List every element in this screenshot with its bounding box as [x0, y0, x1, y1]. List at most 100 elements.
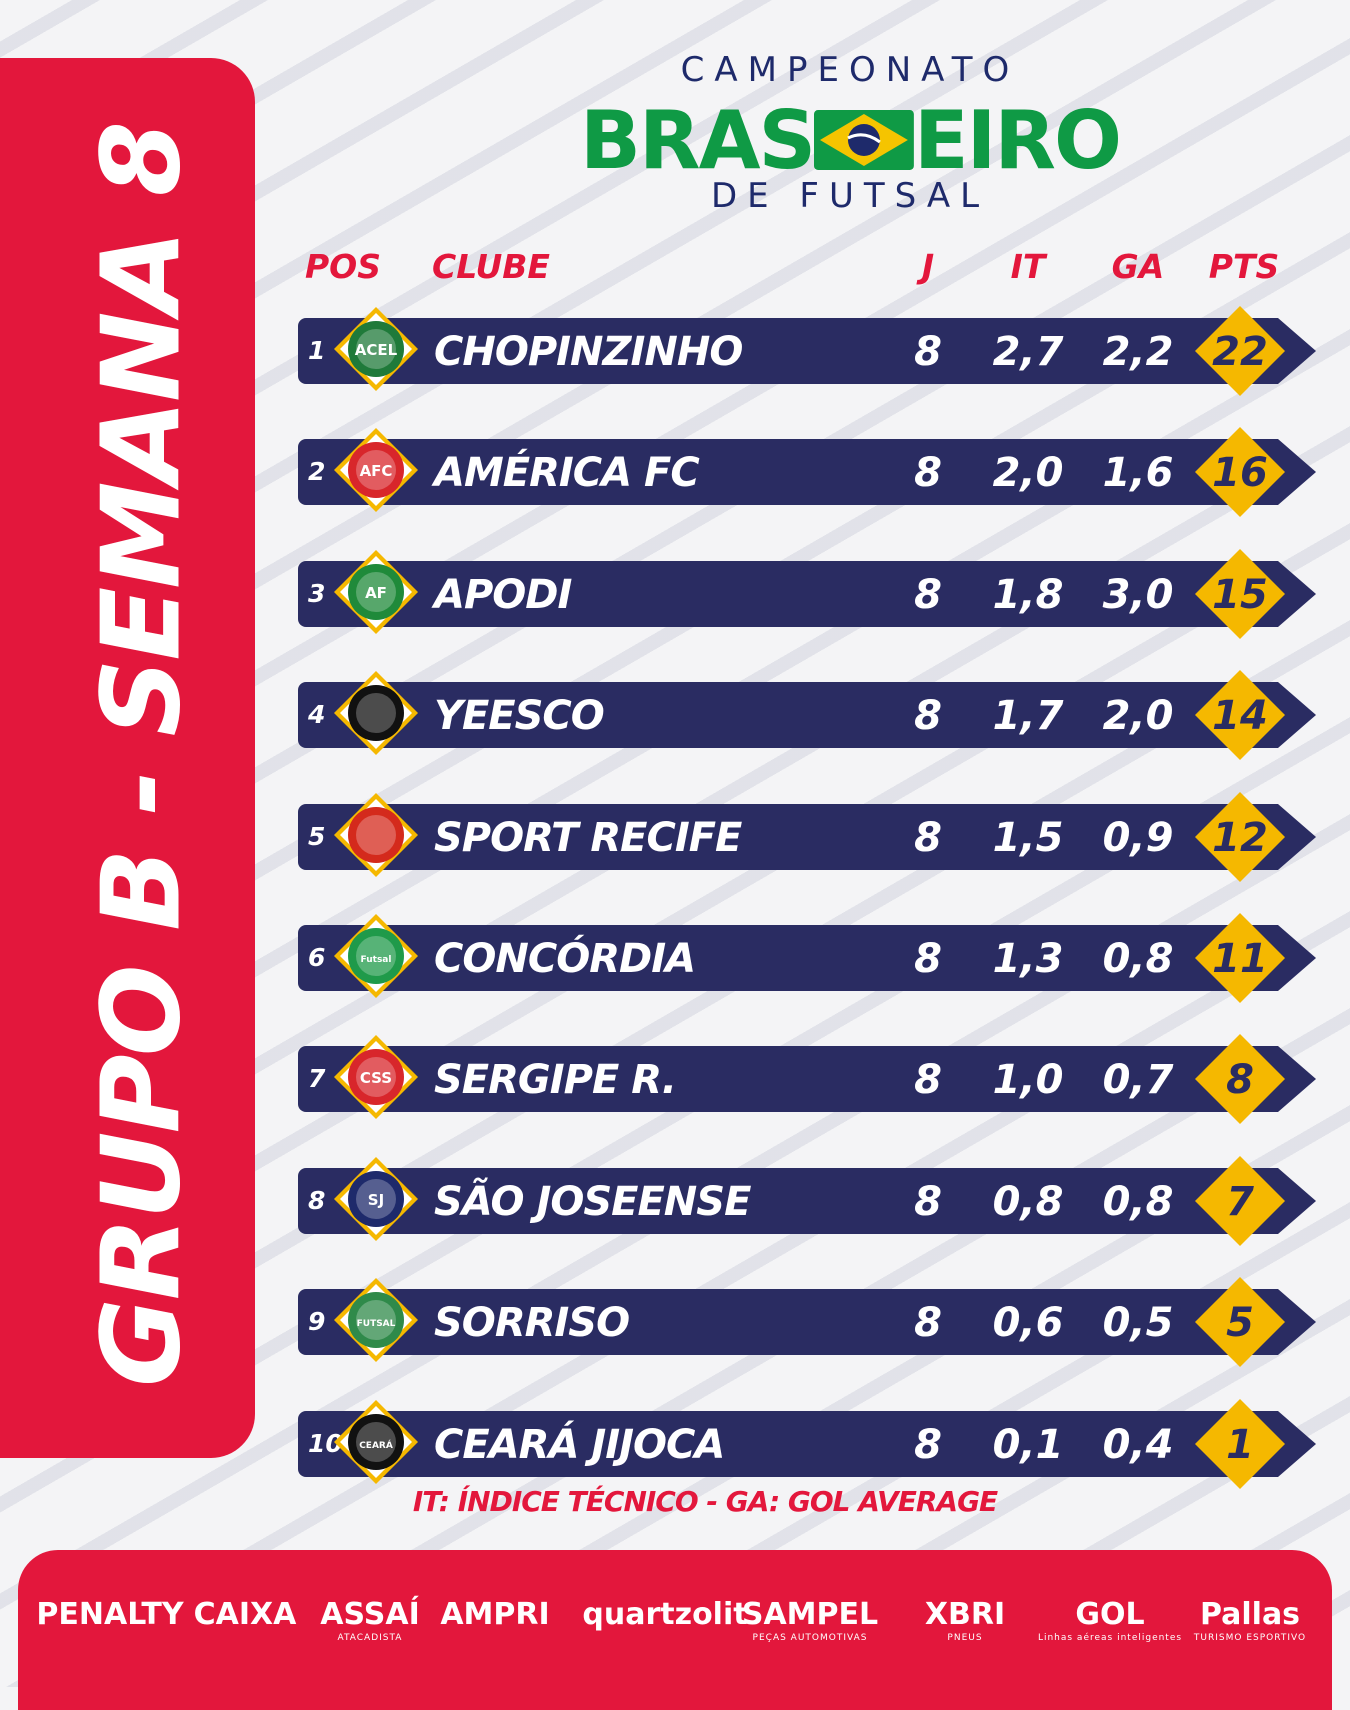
points-diamond: [1195, 913, 1285, 1003]
sponsor-name: PENALTY: [36, 1597, 184, 1632]
points-diamond: [1195, 306, 1285, 396]
sponsor-logo: AMPRI: [440, 1598, 549, 1632]
goal-average: 1,6: [1102, 450, 1174, 496]
sponsor-subtitle: Linhas aéreas inteligentes: [1037, 1633, 1183, 1643]
group-week-title: GRUPO B - SEMANA 8: [79, 123, 205, 1387]
row-bar: [298, 1168, 1316, 1234]
table-row: 6 Futsal CONCÓRDIA 8 1,3 0,8 11: [298, 913, 1316, 1003]
table-row: 3 AF APODI 8 1,8 3,0 15: [298, 549, 1316, 639]
technical-index: 0,1: [992, 1422, 1064, 1468]
sponsor-logo: PENALTY: [36, 1598, 183, 1632]
sponsor-bar: [18, 1550, 1332, 1710]
goal-average: 3,0: [1102, 572, 1174, 618]
header-it: IT: [1010, 247, 1046, 286]
header-pts: PTS: [1208, 247, 1280, 286]
sponsor-name: SAMPEL: [741, 1597, 879, 1632]
row-bar: [298, 439, 1316, 505]
table-row: 10 CEARÁ CEARÁ JIJOCA 8 0,1 0,4 1: [298, 1399, 1316, 1489]
row-bar: [298, 925, 1316, 991]
goal-average: 0,9: [1102, 815, 1174, 861]
badge-text: CEARÁ: [359, 1439, 393, 1451]
badge-text: AF: [365, 584, 387, 602]
club-name: SERGIPE R.: [434, 1057, 677, 1103]
position-number: 5: [308, 822, 326, 851]
badge-text: SJ: [368, 1191, 384, 1209]
table-row: 7 CSS SERGIPE R. 8 1,0 0,7 8: [298, 1034, 1316, 1124]
points-value: 14: [1212, 693, 1268, 739]
sport-recife-crest-icon: [334, 793, 418, 877]
technical-index: 2,7: [992, 329, 1064, 375]
games-played: 8: [914, 1179, 942, 1225]
points-value: 12: [1212, 815, 1268, 861]
badge-text: ACEL: [355, 341, 398, 359]
sao-joseense-crest-icon: SJ: [334, 1157, 418, 1241]
position-number: 2: [308, 457, 326, 486]
badge-text: FUTSAL: [357, 1319, 396, 1329]
sponsor-logo: SAMPEL PEÇAS AUTOMOTIVAS: [742, 1598, 878, 1644]
games-played: 8: [914, 1300, 942, 1346]
sponsor-name: ASSAÍ: [320, 1597, 420, 1632]
header-j: J: [921, 247, 935, 286]
table-row: 8 SJ SÃO JOSEENSE 8 0,8 0,8 7: [298, 1156, 1316, 1246]
header-club: CLUBE: [432, 247, 550, 286]
badge-text: AFC: [360, 462, 393, 480]
points-value: 5: [1226, 1300, 1254, 1346]
table-row: 1 ACEL CHOPINZINHO 8 2,7 2,2 22: [298, 306, 1316, 396]
table-row: 2 AFC AMÉRICA FC 8 2,0 1,6 16: [298, 427, 1316, 517]
technical-index: 1,3: [992, 936, 1064, 982]
header-pos: POS: [305, 247, 382, 286]
sponsor-logo: quartzolit: [582, 1598, 747, 1632]
badge-text: Futsal: [361, 955, 392, 965]
header-ga: GA: [1111, 247, 1165, 286]
sponsor-logo: XBRI PNEUS: [925, 1598, 1005, 1644]
points-diamond: [1195, 549, 1285, 639]
afc-crest-icon: AFC: [334, 428, 418, 512]
points-value: 22: [1212, 329, 1268, 375]
games-played: 8: [914, 815, 942, 861]
goal-average: 0,8: [1102, 1179, 1174, 1225]
logo-main-right: EIRO: [913, 93, 1122, 187]
technical-index: 1,0: [992, 1057, 1064, 1103]
sponsor-name: CAIXA: [193, 1597, 297, 1632]
table-row: 5 SPORT RECIFE 8 1,5 0,9 12: [298, 792, 1316, 882]
logo-main-left: BRAS: [580, 93, 816, 187]
position-number: 8: [308, 1186, 326, 1215]
sponsor-name: AMPRI: [440, 1597, 550, 1632]
points-value: 7: [1226, 1179, 1254, 1225]
badge-text: CSS: [360, 1069, 392, 1087]
position-number: 9: [308, 1307, 326, 1336]
position-number: 7: [308, 1064, 326, 1093]
points-diamond: [1195, 1399, 1285, 1489]
goal-average: 2,2: [1102, 329, 1174, 375]
club-name: SORRISO: [434, 1300, 630, 1346]
club-name: APODI: [434, 572, 572, 618]
technical-index: 0,6: [992, 1300, 1064, 1346]
logo-top-text: CAMPEONATO: [680, 50, 1020, 90]
goal-average: 2,0: [1102, 693, 1174, 739]
row-bar: [298, 1411, 1316, 1477]
points-diamond: [1195, 427, 1285, 517]
sponsor-name: XBRI: [924, 1597, 1006, 1632]
logo-main: BRAS EIRO: [580, 90, 1122, 190]
sponsor-name: Pallas: [1199, 1597, 1301, 1632]
points-diamond: [1195, 1034, 1285, 1124]
concordia-crest-icon: Futsal: [334, 914, 418, 998]
acel-crest-icon: ACEL: [334, 307, 418, 391]
brazil-flag-icon: [814, 110, 914, 170]
points-value: 8: [1226, 1057, 1254, 1103]
points-value: 16: [1212, 450, 1268, 496]
row-bar: [298, 318, 1316, 384]
table-row: 4 YEESCO 8 1,7 2,0 14: [298, 670, 1316, 760]
goal-average: 0,8: [1102, 936, 1174, 982]
sponsor-logo: GOL Linhas aéreas inteligentes: [1038, 1598, 1182, 1644]
sorriso-crest-icon: FUTSAL: [334, 1278, 418, 1362]
sponsor-subtitle: TURISMO ESPORTIVO: [1193, 1633, 1307, 1643]
points-diamond: [1195, 1277, 1285, 1367]
games-played: 8: [914, 1422, 942, 1468]
row-bar: [298, 1046, 1316, 1112]
sponsor-subtitle: PEÇAS AUTOMOTIVAS: [752, 1633, 868, 1643]
goal-average: 0,7: [1102, 1057, 1174, 1103]
sponsor-name: GOL: [1075, 1597, 1145, 1632]
apodi-crest-icon: AF: [334, 550, 418, 634]
club-name: CONCÓRDIA: [434, 936, 696, 982]
